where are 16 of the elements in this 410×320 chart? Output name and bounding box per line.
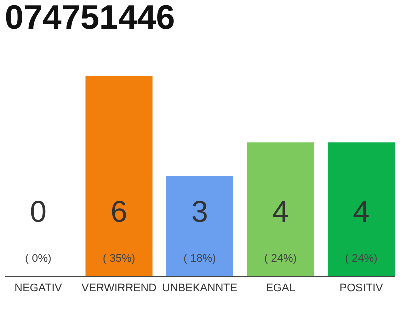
data-label: 4 xyxy=(353,196,370,229)
data-label: 3 xyxy=(192,196,208,229)
annotation: ( 18%) xyxy=(184,253,216,265)
data-label: 6 xyxy=(110,196,128,229)
data-label: 0 xyxy=(30,196,47,229)
x-tick-label: POSITIV xyxy=(340,282,384,294)
annotation: ( 0%) xyxy=(25,253,52,265)
x-tick-label: EGAL xyxy=(266,282,296,294)
annotation: ( 24%) xyxy=(264,253,297,265)
annotation: ( 24%) xyxy=(345,253,378,265)
annotation: ( 35%) xyxy=(103,253,136,265)
chart-title: 074751446 xyxy=(5,0,176,37)
x-tick-label: UNBEKANNTE xyxy=(162,282,238,294)
data-label: 4 xyxy=(272,196,290,229)
x-tick-label: VERWIRREND xyxy=(82,282,157,294)
x-tick-label: NEGATIV xyxy=(14,282,63,294)
